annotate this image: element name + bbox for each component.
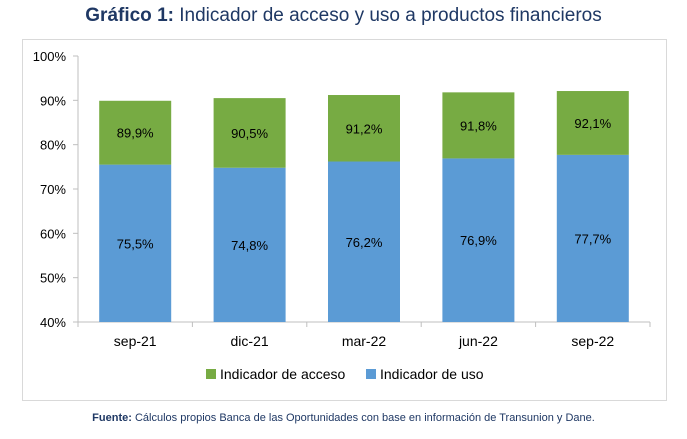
data-label-uso: 75,5% [117,236,154,251]
data-label-acceso: 91,2% [346,121,383,136]
y-tick-label: 90% [40,93,66,108]
data-label-acceso: 89,9% [117,126,154,141]
data-label-uso: 76,9% [460,233,497,248]
data-label-uso: 77,7% [574,231,611,246]
source-footnote: Fuente: Cálculos propios Banca de las Op… [0,412,687,424]
x-tick-label: mar-22 [342,333,387,349]
chart-title-text: Indicador de acceso y uso a productos fi… [179,5,602,26]
bar-indicador-de-uso [99,164,172,322]
chart-title: Gráfico 1: Indicador de acceso y uso a p… [0,5,687,27]
bar-indicador-de-uso [556,154,629,322]
bar-indicador-de-uso [328,161,400,322]
x-tick-label: dic-21 [231,333,269,349]
legend-label-uso: Indicador de uso [380,366,484,382]
y-tick-label: 40% [40,315,66,330]
y-tick-label: 70% [40,182,66,197]
data-label-acceso: 92,1% [574,116,611,131]
data-label-acceso: 91,8% [460,118,497,133]
x-tick-label: jun-22 [458,333,498,349]
chart-frame [22,39,667,401]
bar-indicador-de-acceso [213,98,286,168]
data-label-uso: 74,8% [231,238,268,253]
data-label-acceso: 90,5% [231,126,268,141]
bar-indicador-de-uso [213,167,286,322]
data-label-uso: 76,2% [346,235,383,250]
legend-label-acceso: Indicador de acceso [220,366,346,382]
y-tick-label: 60% [40,226,66,241]
x-tick-label: sep-21 [114,333,157,349]
footnote-text: Cálculos propios Banca de las Oportunida… [134,412,595,424]
chart-title-prefix: Gráfico 1: [85,5,174,26]
legend-swatch-acceso [206,369,216,379]
bar-indicador-de-acceso [442,92,515,159]
legend-swatch-uso [366,369,376,379]
footnote-label: Fuente: [92,412,132,424]
bar-indicador-de-uso [442,158,515,322]
bar-indicador-de-acceso [328,95,400,162]
bar-indicador-de-acceso [99,100,172,165]
x-tick-label: sep-22 [571,333,614,349]
y-tick-label: 80% [40,138,66,153]
y-tick-label: 100% [33,49,67,64]
y-tick-label: 50% [40,271,66,286]
bar-indicador-de-acceso [556,91,629,155]
